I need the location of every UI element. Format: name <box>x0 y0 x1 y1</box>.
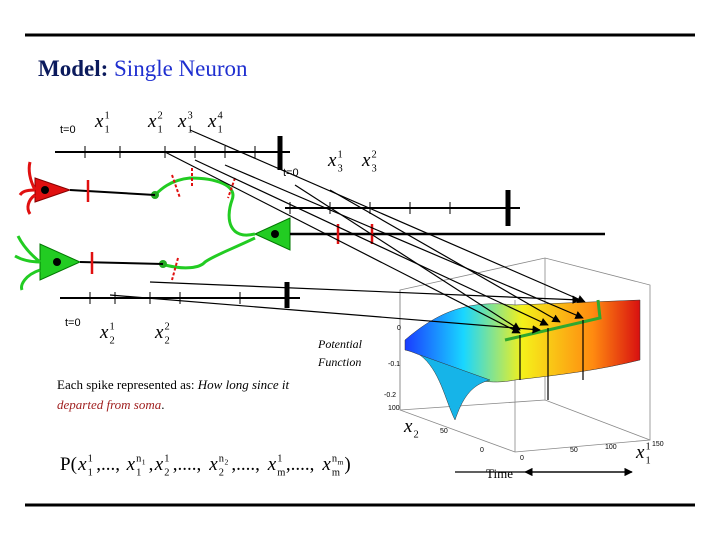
symbol-sub: 1 <box>188 125 193 136</box>
symbol-base: x <box>207 111 217 132</box>
symbol-sub: m <box>277 468 285 479</box>
y-tick: 0 <box>480 447 484 454</box>
symbol-base: x <box>126 454 136 475</box>
symbol-base: x <box>154 322 164 343</box>
symbol-sup: 1 <box>646 441 651 452</box>
caption: departed from soma. <box>57 397 165 412</box>
x-tick: 150 <box>652 441 664 448</box>
symbol-supsub: 2 <box>224 457 228 466</box>
spike-arrows <box>109 129 586 334</box>
y-tick: 100 <box>388 405 400 412</box>
formula-text: ,...., <box>231 454 260 475</box>
symbol-base: x <box>147 111 157 132</box>
z-tick: 0 <box>397 325 401 332</box>
symbol-sup: 1 <box>338 149 343 160</box>
title: Model: Single Neuron <box>38 56 248 81</box>
timeline-start: t=0 <box>60 124 76 136</box>
symbol-base: x <box>154 454 164 475</box>
z-tick: -0.2 <box>384 392 396 399</box>
symbol-sub: 1 <box>105 125 110 136</box>
symbol-sup: 1 <box>105 110 110 121</box>
symbol-sup: 1 <box>277 453 282 464</box>
symbol-base: x <box>177 111 187 132</box>
symbol-sub: 2 <box>110 336 115 347</box>
symbol-sup: 1 <box>88 453 93 464</box>
formula-text: ,..., <box>96 454 120 475</box>
timeline-start: t=0 <box>65 317 81 329</box>
caption-end: . <box>161 397 164 412</box>
symbol-sub: 1 <box>218 125 223 136</box>
symbol-base: x <box>635 442 645 463</box>
y-tick: 50 <box>440 428 448 435</box>
symbol-base: x <box>321 454 331 475</box>
neurons <box>14 161 291 291</box>
formula-text: ,...., <box>286 454 315 475</box>
symbol-supsub: m <box>338 457 344 466</box>
symbol-sub: 3 <box>338 164 343 175</box>
symbol-sup: 2 <box>165 321 170 332</box>
symbol-sub: m <box>332 468 340 479</box>
symbol-sup: 2 <box>372 149 377 160</box>
symbol-sup: 2 <box>158 110 163 121</box>
potential-label: Potential <box>317 337 363 351</box>
symbol-base: x <box>327 150 337 171</box>
symbol-sub: 1 <box>88 468 93 479</box>
formula-text: , <box>149 454 154 475</box>
symbol-sup: n <box>136 453 142 464</box>
symbol-sub: 2 <box>164 468 169 479</box>
caption-highlight: departed from soma <box>57 397 162 412</box>
symbol-sub: 1 <box>136 468 141 479</box>
surface-dip <box>419 354 491 421</box>
symbol-sup: 1 <box>110 321 115 332</box>
z-tick: -0.1 <box>388 361 400 368</box>
symbol-base: x <box>77 454 87 475</box>
symbol-sup: 4 <box>218 110 224 121</box>
drop-lines <box>519 320 584 400</box>
x-tick: 0 <box>520 455 524 462</box>
x-tick: 100 <box>605 444 617 451</box>
symbol-base: x <box>99 322 109 343</box>
caption: Each spike represented as: How long sinc… <box>57 377 290 392</box>
x-tick: 50 <box>570 447 578 454</box>
formula-text: ) <box>344 454 350 475</box>
symbol-sub: 1 <box>158 125 163 136</box>
time-label: Time <box>486 466 513 481</box>
plot-labels: Potential Function <box>317 337 363 369</box>
formula-text: P( <box>60 454 77 475</box>
potential-label: Function <box>317 355 361 369</box>
symbol-supsub: 1 <box>142 457 146 466</box>
symbol-sup: n <box>332 453 338 464</box>
symbol-base: x <box>403 416 413 437</box>
symbol-sub: 1 <box>646 456 651 467</box>
symbol-sup: 3 <box>188 110 193 121</box>
symbol-sup: n <box>219 453 225 464</box>
symbol-base: x <box>94 111 104 132</box>
symbol-sup: 1 <box>164 453 169 464</box>
symbol-base: x <box>267 454 277 475</box>
symbol-base: x <box>208 454 218 475</box>
symbol-sub: 2 <box>219 468 224 479</box>
symbol-sub: 2 <box>414 430 419 441</box>
symbol-sub: 2 <box>165 336 170 347</box>
timeline-start: t=0 <box>283 167 299 179</box>
plot-box <box>399 257 651 453</box>
formula-text: ,...., <box>173 454 202 475</box>
symbol-sub: 3 <box>372 164 377 175</box>
symbol-base: x <box>361 150 371 171</box>
